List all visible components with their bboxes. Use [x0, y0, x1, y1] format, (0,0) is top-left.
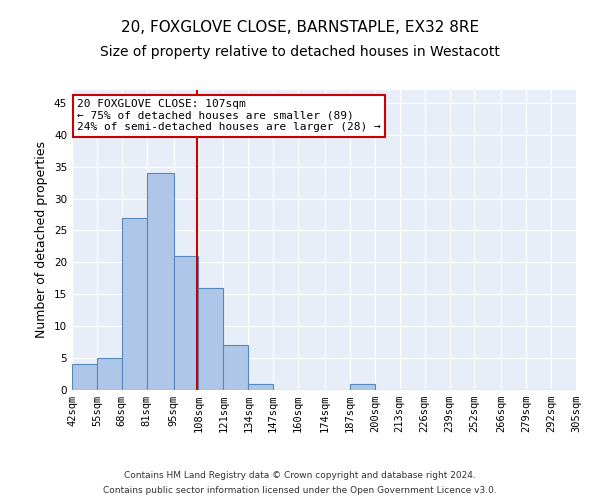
Bar	[72, 364, 97, 390]
Bar	[147, 173, 173, 390]
Text: Contains HM Land Registry data © Crown copyright and database right 2024.: Contains HM Land Registry data © Crown c…	[124, 471, 476, 480]
Bar	[248, 384, 273, 390]
Bar	[350, 384, 375, 390]
Bar	[173, 256, 199, 390]
Text: Contains public sector information licensed under the Open Government Licence v3: Contains public sector information licen…	[103, 486, 497, 495]
Text: Size of property relative to detached houses in Westacott: Size of property relative to detached ho…	[100, 45, 500, 59]
Text: 20, FOXGLOVE CLOSE, BARNSTAPLE, EX32 8RE: 20, FOXGLOVE CLOSE, BARNSTAPLE, EX32 8RE	[121, 20, 479, 35]
Y-axis label: Number of detached properties: Number of detached properties	[35, 142, 49, 338]
Bar	[97, 358, 122, 390]
Bar	[223, 346, 248, 390]
Bar	[122, 218, 147, 390]
Text: 20 FOXGLOVE CLOSE: 107sqm
← 75% of detached houses are smaller (89)
24% of semi-: 20 FOXGLOVE CLOSE: 107sqm ← 75% of detac…	[77, 99, 381, 132]
Bar	[199, 288, 223, 390]
